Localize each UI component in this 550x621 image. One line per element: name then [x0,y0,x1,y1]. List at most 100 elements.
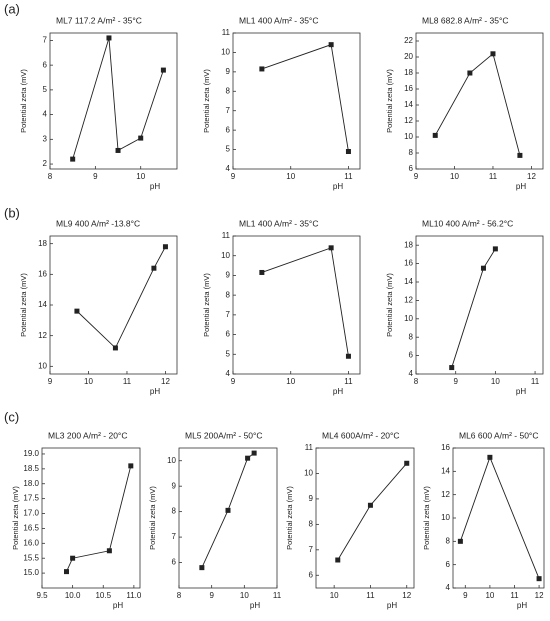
y-tick-label: 12 [404,296,413,305]
y-axis-label: Potential zeta (mV) [385,273,394,337]
chart-title: ML5 200A/m² - 50°C [185,430,263,440]
y-tick-label: 15.5 [23,553,39,562]
y-tick-label: 16 [441,443,450,452]
x-tick-label: 9 [231,377,236,386]
x-tick-label: 11.0 [126,591,142,600]
x-tick-label: 11 [366,591,375,600]
plot-frame [415,235,544,375]
data-point [449,365,455,371]
y-tick-label: 7 [309,545,314,554]
x-tick-label: 11 [344,172,353,181]
x-axis-label: pH [516,387,526,396]
x-tick-label: 9 [463,591,468,600]
plot-frame [315,447,415,589]
data-point [64,569,69,575]
x-tick-label: 10 [491,377,500,386]
data-point [259,269,265,275]
data-line [459,456,540,579]
data-point [492,246,498,252]
y-axis-label: Potential zeta (mV) [285,486,294,550]
data-point [70,555,76,561]
y-tick-label: 7 [172,532,177,541]
x-tick-label: 9 [48,377,53,386]
chart-title: ML1 400 A/m² - 35°C [239,15,318,25]
y-tick-label: 10 [167,456,176,465]
data-line [201,452,255,568]
y-axis-label: Potential zeta (mV) [385,69,394,133]
data-line [66,465,132,572]
y-axis-label: Potential zeta (mV) [202,273,211,337]
plot-frame [232,32,361,170]
x-axis-label: pH [150,387,160,396]
y-tick-label: 11 [222,28,231,37]
y-tick-label: 4 [446,583,451,592]
x-tick-label: 10 [485,591,494,600]
y-tick-label: 18.5 [23,464,39,473]
x-tick-label: 9 [414,172,419,181]
y-axis-label: Potential zeta (mV) [422,486,431,550]
y-tick-label: 6 [226,125,231,134]
chart-title: ML1 400 A/m² - 35°C [239,218,318,228]
data-line [337,462,408,561]
y-tick-label: 20 [404,52,413,61]
x-axis-label: pH [113,601,123,610]
y-tick-label: 12 [404,116,413,125]
chart-title: ML3 200 A/m² - 20°C [48,430,127,440]
y-tick-label: 6 [43,60,48,69]
plot-frame [49,235,178,375]
y-tick-label: 4 [226,164,231,173]
chart-title: ML10 400 A/m² - 56.2°C [422,218,513,228]
data-point [251,450,257,456]
data-point [160,67,166,73]
data-line [451,248,496,368]
x-axis-label: pH [333,387,343,396]
x-tick-label: 10 [286,172,295,181]
y-tick-label: 4 [43,110,48,119]
data-point [138,135,144,141]
y-tick-label: 9 [226,271,231,280]
x-axis-label: pH [387,601,397,610]
y-tick-label: 12 [441,490,450,499]
x-tick-label: 9.5 [36,591,48,600]
y-tick-label: 10 [38,361,47,370]
chart-title: ML9 400 A/m² -13.8°C [56,218,140,228]
y-tick-label: 3 [43,134,48,143]
x-axis-label: pH [516,182,526,191]
data-point [162,244,168,250]
y-tick-label: 2 [43,159,48,168]
y-tick-label: 16 [38,269,47,278]
y-tick-label: 11 [222,231,231,240]
panel-label: (c) [4,409,19,424]
y-tick-label: 8 [409,332,414,341]
x-tick-label: 9 [453,377,458,386]
y-tick-label: 12 [38,331,47,340]
y-tick-label: 5 [226,145,231,154]
data-line [261,44,349,152]
y-tick-label: 8 [172,507,177,516]
y-tick-label: 10 [221,48,230,57]
plot-frame [41,447,141,589]
x-tick-label: 11 [123,377,132,386]
y-tick-label: 7 [226,106,231,115]
data-point [432,132,438,138]
data-point [457,538,463,544]
plot-frame [415,32,544,170]
x-tick-label: 11 [273,591,282,600]
y-tick-label: 9 [226,67,231,76]
data-line [434,53,521,156]
y-tick-label: 4 [226,369,231,378]
y-tick-label: 7 [226,310,231,319]
y-tick-label: 18 [404,240,413,249]
x-tick-label: 11 [510,591,519,600]
y-tick-label: 6 [409,351,414,360]
data-point [345,353,351,359]
plot-frame [452,447,545,589]
y-axis-label: Potential zeta (mV) [148,486,157,550]
y-tick-label: 19.0 [23,449,39,458]
data-point [487,454,493,460]
x-tick-label: 10 [286,377,295,386]
x-tick-label: 11 [531,377,540,386]
data-point [199,565,205,571]
x-axis-label: pH [517,601,527,610]
data-point [490,51,496,57]
